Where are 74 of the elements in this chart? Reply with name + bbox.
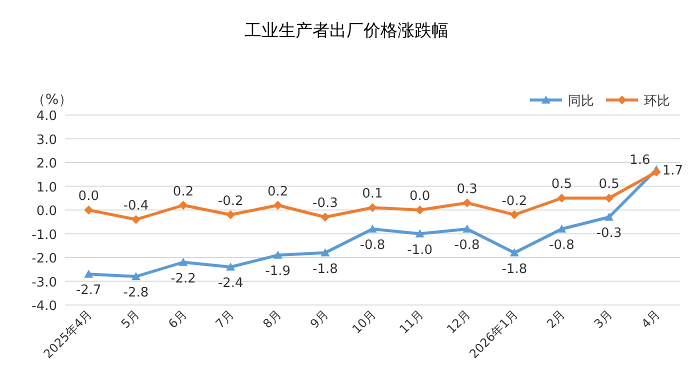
data-label: 0.2 <box>268 184 288 200</box>
data-label: -1.8 <box>502 262 528 277</box>
data-label: -0.8 <box>549 238 574 253</box>
y-tick-label: 1.0 <box>36 180 57 196</box>
y-tick-label: -3.0 <box>32 275 57 290</box>
y-tick-label: -1.0 <box>32 228 57 243</box>
data-label: 0.2 <box>172 184 194 200</box>
x-tick-label: 3月 <box>591 307 616 332</box>
y-tick-label: -2.0 <box>32 252 57 266</box>
x-tick-label: 12月 <box>444 307 474 336</box>
y-tick-label: 0.0 <box>36 204 57 219</box>
x-tick-label: 9月 <box>308 307 332 332</box>
point <box>462 224 472 233</box>
y-tick-label: -4.0 <box>32 299 57 314</box>
data-label: -0.2 <box>218 194 244 209</box>
data-label: 0.1 <box>362 186 383 202</box>
legend-label: 环比 <box>644 94 670 109</box>
point <box>415 229 424 238</box>
point <box>226 210 236 220</box>
x-tick-label: 6月 <box>166 307 190 332</box>
data-label: -0.3 <box>596 226 622 242</box>
data-label: 0.3 <box>456 182 478 197</box>
point <box>273 200 282 210</box>
data-label: -0.2 <box>502 194 528 209</box>
data-label: -2.7 <box>76 283 102 298</box>
x-tick-label: 10月 <box>349 307 379 336</box>
data-label: -0.8 <box>360 238 386 253</box>
point <box>178 258 188 266</box>
point <box>604 212 614 221</box>
point <box>368 224 377 233</box>
point <box>131 272 140 280</box>
data-label: -1.8 <box>312 262 338 277</box>
point <box>320 212 330 222</box>
point <box>462 198 472 208</box>
point <box>368 203 377 212</box>
data-label: -0.8 <box>454 238 480 253</box>
data-label: -1.9 <box>265 264 291 280</box>
data-label: 0.5 <box>551 177 572 192</box>
legend-label: 同比 <box>568 94 594 109</box>
point <box>226 262 236 271</box>
point <box>652 168 661 176</box>
point <box>510 210 519 220</box>
point <box>178 200 188 210</box>
data-label: 1.6 <box>630 153 650 168</box>
data-label: 0.5 <box>598 177 620 192</box>
point <box>84 206 94 214</box>
point <box>273 250 282 259</box>
data-label: -2.8 <box>123 286 149 300</box>
point <box>84 270 94 278</box>
x-tick-label: 5月 <box>118 307 142 332</box>
data-label: -1.0 <box>407 242 432 258</box>
y-axis-title: （%） <box>31 92 73 108</box>
point <box>604 194 614 203</box>
point <box>557 224 566 233</box>
chart-title: 工业生产者出厂价格涨跌幅 <box>244 21 448 41</box>
data-label: 1.7 <box>662 164 684 179</box>
point <box>320 248 330 256</box>
x-tick-label: 7月 <box>212 307 237 332</box>
data-label: -2.2 <box>170 271 196 286</box>
y-tick-label: 3.0 <box>36 132 57 148</box>
point <box>510 248 519 256</box>
y-tick-label: 4.0 <box>36 109 57 124</box>
point <box>131 215 140 224</box>
data-label: 0.0 <box>78 189 99 204</box>
point <box>415 206 424 214</box>
x-tick-label: 8月 <box>260 307 284 332</box>
y-tick-label: 2.0 <box>36 156 57 172</box>
x-tick-label: 2月 <box>544 307 568 332</box>
data-label: -2.4 <box>218 276 244 291</box>
data-label: 0.0 <box>409 189 430 204</box>
x-tick-label: 4月 <box>638 307 662 332</box>
data-label: -0.3 <box>312 196 338 212</box>
data-label: -0.4 <box>123 198 149 214</box>
x-tick-label: 11月 <box>396 307 426 336</box>
